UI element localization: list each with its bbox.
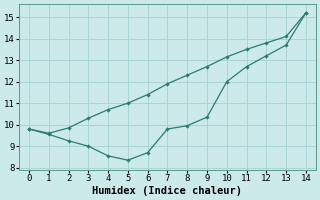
X-axis label: Humidex (Indice chaleur): Humidex (Indice chaleur) <box>92 186 243 196</box>
